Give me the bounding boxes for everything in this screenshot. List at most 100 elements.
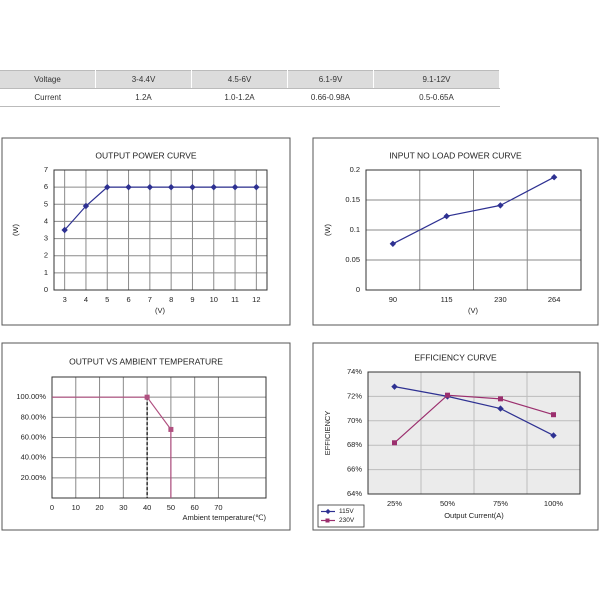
table-cell: 1.0-1.2A — [191, 88, 288, 107]
marker — [168, 426, 174, 432]
y-tick-label: 60.00% — [21, 432, 47, 441]
marker — [82, 202, 90, 210]
x-tick-label: 6 — [126, 295, 130, 304]
x-tick-label: 50% — [440, 499, 455, 508]
x-tick-label: 20 — [95, 503, 103, 512]
x-tick-label: 70 — [214, 503, 222, 512]
legend-label: 115V — [339, 508, 354, 515]
x-tick-label: 11 — [231, 295, 239, 304]
marker — [61, 226, 68, 234]
plot-area — [54, 170, 267, 290]
x-tick-label: 9 — [190, 295, 194, 304]
table-cell: 0.66-0.98A — [287, 88, 374, 107]
y-tick-label: 0.2 — [350, 165, 360, 174]
table-cell: 0.5-0.65A — [373, 88, 500, 107]
table-cell: 3-4.4V — [95, 70, 192, 89]
y-tick-label: 1 — [44, 268, 48, 277]
x-tick-label: 100% — [544, 499, 564, 508]
plot-frame — [53, 169, 268, 291]
table-cell: 4.5-6V — [191, 70, 288, 89]
x-tick-label: 3 — [63, 295, 67, 304]
marker — [146, 183, 154, 191]
marker — [144, 394, 150, 400]
plot-frame — [367, 371, 581, 495]
marker — [210, 183, 217, 191]
series-line — [394, 394, 554, 444]
marker — [550, 174, 558, 181]
chart-title: OUTPUT VS AMBIENT TEMPERATURE — [69, 356, 223, 366]
y-tick-label: 80.00% — [21, 412, 47, 421]
spec-table: Voltage 3-4.4V 4.5-6V 6.1-9V 9.1-12V Cur… — [0, 70, 500, 107]
x-tick-label: 30 — [119, 503, 127, 512]
y-tick-label: 72% — [347, 391, 362, 400]
y-tick-label: 64% — [347, 489, 362, 498]
y-tick-label: 70% — [347, 416, 362, 425]
table-row: Voltage 3-4.4V 4.5-6V 6.1-9V 9.1-12V — [0, 70, 500, 89]
y-tick-label: 20.00% — [21, 473, 47, 482]
marker — [497, 405, 504, 412]
x-tick-label: 90 — [389, 295, 397, 304]
x-tick-label: 8 — [169, 295, 173, 304]
chart-title: EFFICIENCY CURVE — [414, 352, 497, 362]
plot-frame — [51, 376, 267, 499]
x-tick-label: 25% — [387, 499, 402, 508]
series-line — [52, 396, 172, 498]
y-tick-label: 40.00% — [21, 453, 47, 462]
marker — [104, 183, 111, 191]
table-cell: 1.2A — [95, 88, 192, 107]
marker — [391, 383, 398, 390]
marker — [498, 396, 503, 402]
legend-marker — [325, 518, 330, 523]
y-tick-label: 74% — [347, 367, 362, 376]
x-tick-label: 230 — [494, 295, 507, 304]
marker — [189, 183, 196, 191]
x-tick-label: 60 — [190, 503, 198, 512]
marker — [551, 412, 556, 418]
marker — [392, 440, 397, 446]
marker — [443, 213, 450, 220]
legend-marker — [325, 508, 331, 515]
series-line — [394, 386, 554, 436]
table-row: Current 1.2A 1.0-1.2A 0.66-0.98A 0.5-0.6… — [0, 88, 500, 107]
x-axis-label: Ambient temperature(℃) — [183, 513, 267, 522]
x-tick-label: 12 — [252, 295, 260, 304]
marker — [389, 240, 397, 247]
y-tick-label: 66% — [347, 465, 362, 474]
y-tick-label: 100.00% — [16, 392, 46, 401]
x-tick-label: 115 — [441, 295, 453, 304]
y-tick-label: 0.15 — [345, 195, 360, 204]
legend-label: 230V — [339, 517, 355, 524]
y-tick-label: 6 — [44, 182, 48, 191]
y-axis-label: (W) — [11, 223, 20, 236]
table-cell: Voltage — [0, 70, 96, 89]
table-cell: Current — [0, 88, 96, 107]
y-tick-label: 3 — [44, 234, 48, 243]
x-tick-label: 10 — [210, 295, 218, 304]
y-axis-label: (W) — [323, 223, 332, 236]
marker — [231, 183, 239, 191]
plot-frame — [365, 169, 582, 291]
x-tick-label: 5 — [105, 295, 109, 304]
y-tick-label: 0.1 — [350, 225, 360, 234]
x-tick-label: 75% — [493, 499, 508, 508]
marker — [125, 183, 132, 191]
marker — [167, 183, 175, 191]
marker — [497, 202, 504, 209]
x-tick-label: 264 — [548, 295, 561, 304]
y-tick-label: 4 — [44, 216, 48, 225]
y-tick-label: 68% — [347, 440, 362, 449]
x-tick-label: 7 — [148, 295, 152, 304]
y-tick-label: 2 — [44, 251, 48, 260]
y-tick-label: 0.05 — [345, 255, 360, 264]
x-tick-label: 10 — [72, 503, 80, 512]
x-tick-label: 0 — [50, 503, 54, 512]
x-tick-label: 50 — [167, 503, 175, 512]
y-tick-label: 0 — [356, 285, 360, 294]
x-tick-label: 4 — [84, 295, 88, 304]
chart-title: INPUT NO LOAD POWER CURVE — [389, 150, 522, 160]
x-axis-label: (V) — [468, 306, 479, 315]
marker — [445, 392, 450, 398]
y-axis-label: EFFICIENCY — [323, 411, 332, 456]
